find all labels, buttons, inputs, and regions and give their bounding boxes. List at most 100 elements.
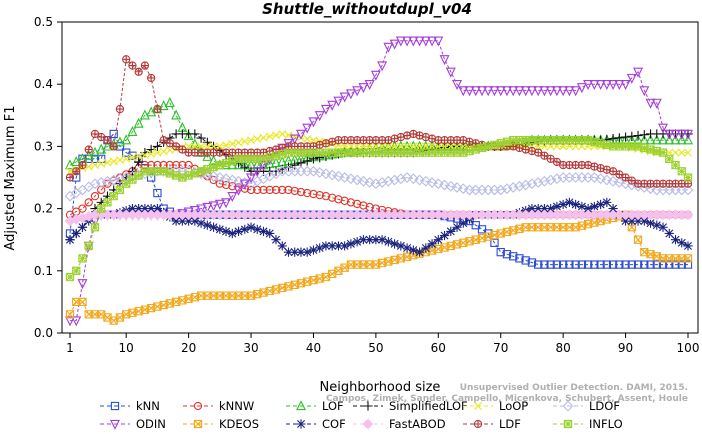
data-point-cof [677, 238, 687, 248]
data-point-ldof [226, 174, 238, 186]
data-point-odin [589, 80, 600, 91]
data-point-lof [164, 97, 175, 108]
data-point-knn [496, 247, 505, 257]
data-point-ldof [426, 177, 438, 188]
data-point-simplifiedlof [152, 141, 162, 151]
data-point-lof [171, 109, 182, 120]
data-point-loop [134, 152, 143, 161]
data-point-ldof [251, 175, 263, 187]
legend-label: SimplifiedLOF [389, 399, 468, 413]
data-point-loop [90, 161, 99, 170]
data-point-cof [302, 247, 312, 257]
data-point-knn [608, 260, 618, 269]
data-point-loop [284, 131, 293, 140]
data-point-ldof [613, 177, 625, 188]
data-point-knn [665, 260, 674, 269]
data-point-knnw [84, 198, 93, 207]
data-point-odin [558, 86, 569, 97]
data-point-cof [583, 204, 593, 214]
data-point-ldof [95, 177, 107, 188]
data-point-ldof [414, 174, 425, 186]
data-point-odin [639, 86, 650, 97]
data-point-ldf [109, 142, 118, 151]
data-point-loop [677, 148, 686, 157]
x-tick-label: 60 [431, 341, 446, 355]
legend-marker [473, 419, 483, 429]
data-point-lof [121, 134, 132, 145]
data-point-odin [620, 80, 631, 91]
legend-item-ldof: LDOF [553, 399, 620, 413]
data-point-knn [658, 260, 668, 269]
data-point-simplifiedlof [240, 162, 250, 172]
data-point-knn [552, 260, 562, 269]
legend-label: LoOP [499, 399, 528, 413]
data-point-cof [340, 241, 350, 251]
data-point-cof [527, 204, 537, 214]
data-point-odin [595, 80, 606, 91]
data-point-ldof [495, 184, 507, 196]
data-point-loop [97, 159, 106, 168]
data-point-inflo [178, 173, 187, 182]
data-point-ldf [72, 167, 81, 176]
data-point-loop [209, 142, 218, 151]
data-point-inflo [683, 173, 693, 182]
data-point-loop [222, 141, 231, 150]
data-point-ldof [682, 184, 694, 196]
legend-marker [193, 419, 203, 429]
data-point-cof [533, 204, 543, 214]
data-point-odin [570, 86, 581, 97]
data-point-cof [433, 235, 443, 245]
data-point-knn [490, 238, 499, 247]
data-point-loop [240, 137, 249, 146]
data-point-cof [546, 204, 556, 214]
data-point-cof [215, 224, 225, 234]
data-point-odin [545, 86, 556, 97]
data-point-odin [383, 42, 394, 53]
data-point-cof [184, 216, 194, 226]
data-point-cof [202, 220, 212, 230]
data-point-kdeos [683, 254, 693, 263]
data-point-ldof [407, 173, 419, 185]
data-point-inflo [490, 140, 499, 149]
data-point-inflo [221, 158, 231, 168]
data-point-ldof [395, 173, 407, 185]
data-point-ldf [128, 61, 137, 70]
data-point-knn [577, 260, 587, 269]
data-point-odin [189, 206, 200, 216]
data-point-odin [551, 86, 562, 97]
data-point-ldof [520, 179, 532, 191]
legend-item-simplifiedlof: SimplifiedLOF [353, 399, 468, 413]
data-point-knnw [184, 160, 193, 170]
data-point-odin [526, 86, 537, 97]
data-point-lof [676, 134, 687, 145]
data-point-cof [346, 239, 356, 249]
data-point-odin [308, 117, 319, 128]
data-point-simplifiedlof [202, 137, 212, 147]
data-point-knn [540, 260, 549, 269]
data-point-cof [439, 230, 450, 241]
data-point-lof [183, 130, 194, 141]
data-point-inflo [65, 272, 75, 282]
data-point-odin [564, 86, 575, 97]
data-point-cof [277, 241, 287, 251]
x-tick-label: 100 [677, 341, 700, 355]
data-point-odin [583, 80, 594, 91]
data-point-cof [396, 241, 406, 251]
data-point-inflo [128, 175, 137, 184]
data-point-cof [152, 204, 162, 214]
data-point-lof [202, 150, 213, 161]
data-point-knn [590, 260, 599, 269]
data-point-ldof [439, 179, 450, 191]
data-point-simplifiedlof [302, 156, 312, 166]
data-point-cof [596, 199, 606, 210]
data-point-cof [414, 247, 425, 257]
data-point-inflo [259, 154, 268, 163]
data-point-odin [314, 111, 325, 122]
data-point-lof [127, 126, 138, 137]
data-point-knn [683, 260, 693, 269]
data-point-knnw [296, 187, 306, 197]
x-tick-label: 50 [368, 341, 383, 355]
data-point-simplifiedlof [633, 130, 643, 141]
data-point-cof [127, 204, 138, 214]
plot-area [64, 36, 694, 327]
